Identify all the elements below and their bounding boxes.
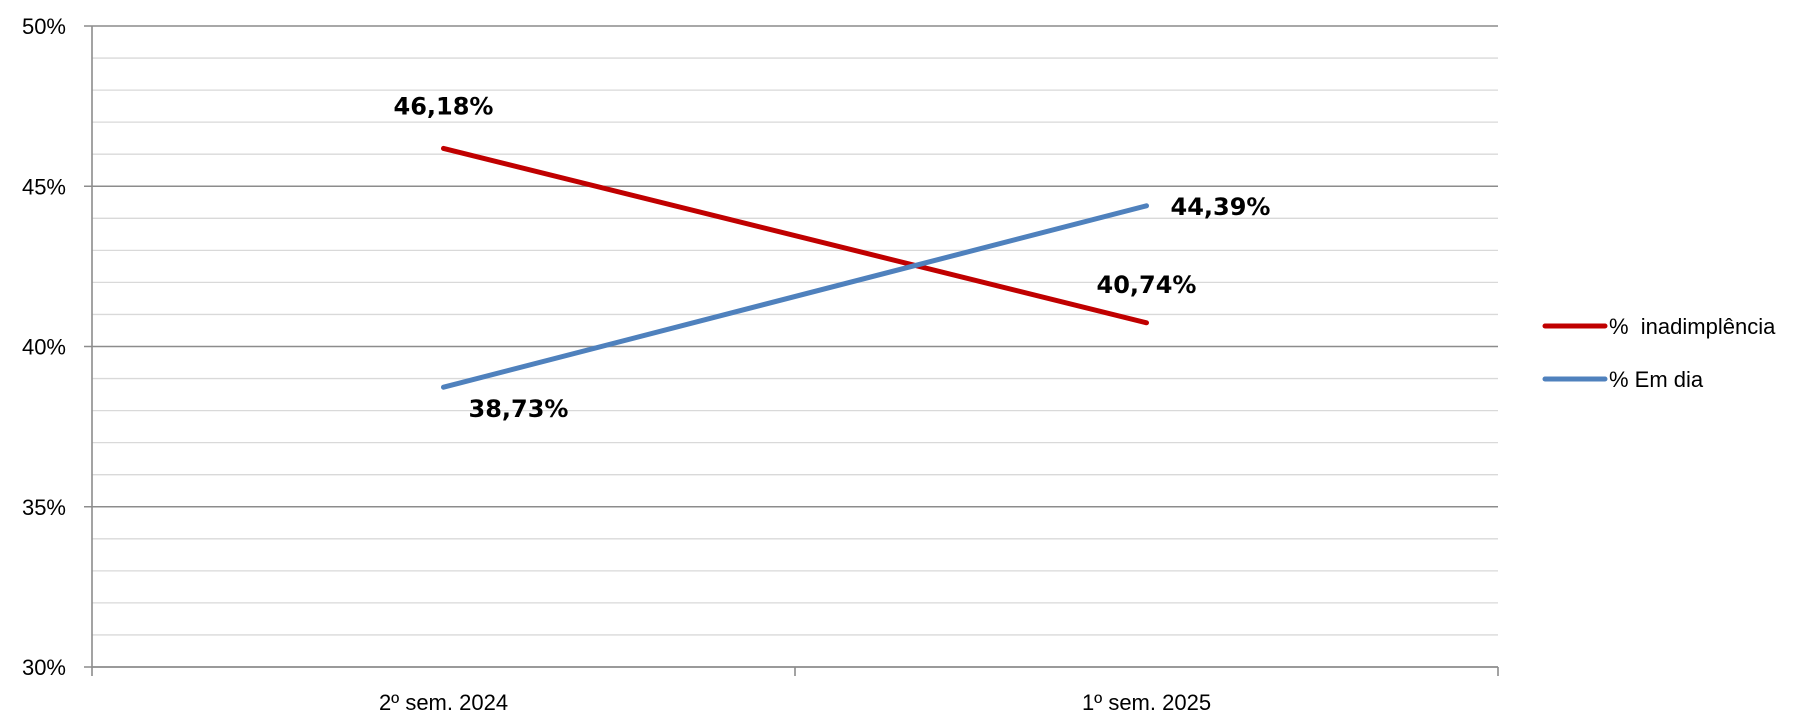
data-label: 44,39% [1171,193,1271,221]
legend-label: % inadimplência [1609,314,1776,339]
series-line-0 [441,145,1149,326]
x-tick-label: 2º sem. 2024 [379,690,508,715]
data-label: 46,18% [394,92,494,120]
y-tick-label: 45% [22,174,66,199]
x-tick-label: 1º sem. 2025 [1082,690,1211,715]
data-label: 40,74% [1097,271,1197,299]
data-label: 38,73% [469,395,569,423]
y-tick-label: 40% [22,335,66,360]
series-line-1 [441,203,1149,390]
y-tick-label: 50% [22,14,66,39]
legend: % inadimplência % Em dia [1542,314,1776,392]
grid-layer [84,25,1498,668]
axis-layer: 30% 35% 40% 45% 50% 2º sem. 2024 1º sem. 2025 [22,14,1499,715]
legend-label: % Em dia [1609,367,1704,392]
series-layer [441,145,1149,390]
y-tick-label: 30% [22,655,66,680]
y-tick-label: 35% [22,495,66,520]
data-label-layer: 46,18% 40,74% 38,73% 44,39% [394,92,1271,423]
